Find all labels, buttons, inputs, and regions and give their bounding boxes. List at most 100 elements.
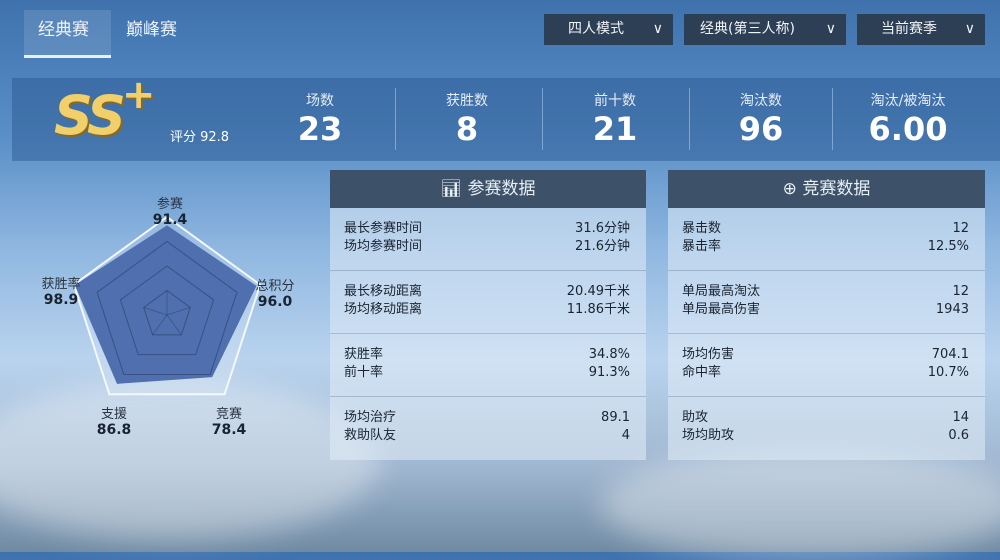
radar-label-support: 支援 86.8 <box>96 407 132 438</box>
tab-classic[interactable]: 经典赛 <box>24 10 111 58</box>
divider <box>542 88 543 150</box>
stat-value: 12 <box>952 284 969 299</box>
perspective-dropdown[interactable]: 经典(第三人称) ∨ <box>684 14 846 45</box>
stat-wins: 获胜数 8 <box>446 93 488 148</box>
stat-row: 获胜率 34.8% <box>344 346 630 364</box>
stat-row: 暴击率 12.5% <box>682 238 969 256</box>
stat-label: 暴击率 <box>682 239 722 254</box>
stat-group: 最长移动距离 20.49千米场均移动距离 11.86千米 <box>330 271 646 334</box>
stat-label: 场均助攻 <box>682 428 735 443</box>
stat-label: 获胜率 <box>344 347 384 362</box>
stat-group: 暴击数 12 暴击率 12.5% <box>668 208 985 271</box>
stat-value: 14 <box>952 410 969 425</box>
stat-value: 21.6分钟 <box>575 239 630 254</box>
radar-value-area <box>74 225 257 384</box>
stat-value: 31.6分钟 <box>575 221 630 236</box>
stat-value: 12 <box>952 221 969 236</box>
stat-label: 单局最高淘汰 <box>682 284 761 299</box>
stat-value: 11.86千米 <box>566 302 630 317</box>
stat-label: 救助队友 <box>344 428 397 443</box>
stat-row: 最长移动距离 20.49千米 <box>344 283 630 301</box>
stat-label: 暴击数 <box>682 221 722 236</box>
radar-grid-ring <box>96 240 238 375</box>
stat-row: 助攻 14 <box>682 409 969 427</box>
stat-value: 20.49千米 <box>566 284 630 299</box>
tab-peak[interactable]: 巅峰赛 <box>112 10 191 58</box>
stat-row: 场均治疗 89.1 <box>344 409 630 427</box>
cloud <box>600 450 1000 560</box>
radar-chart <box>72 215 262 396</box>
chevron-down-icon: ∨ <box>964 21 975 37</box>
dropdown-label: 经典(第三人称) <box>700 21 795 37</box>
radar-axis <box>166 306 191 316</box>
stats-bar: SS+ 评分 92.8 场数 23 获胜数 8 前十数 21 淘汰数 96 淘汰/被淘汰… <box>12 72 1000 161</box>
cloud <box>0 380 380 540</box>
stat-group: 助攻 14 场均助攻 0.6 <box>668 397 985 460</box>
stat-group: 场均治疗 89.1 救助队友 4 <box>330 397 646 460</box>
stat-row: 场均移动距离 11.86千米 <box>344 301 630 319</box>
stat-value: 1943 <box>935 302 969 317</box>
stat-group: 获胜率 34.8% 前十率 91.3% <box>330 334 646 397</box>
dropdown-label: 当前赛季 <box>881 21 937 37</box>
stat-label: 最长参赛时间 <box>344 221 423 236</box>
radar-grid-ring <box>119 265 215 356</box>
stat-group: 最长参赛时间 31.6分钟场均参赛时间 21.6分钟 <box>330 208 646 271</box>
radar-axis <box>143 306 168 316</box>
stat-label: 场均参赛时间 <box>344 239 423 254</box>
stat-label: 场均移动距离 <box>344 302 423 317</box>
stat-value: 12.5% <box>927 239 969 254</box>
stat-value: 10.7% <box>927 365 969 380</box>
rank-badge: SS+ <box>54 72 155 147</box>
stat-row: 场均伤害 704.1 <box>682 346 969 364</box>
stat-value: 89.1 <box>601 410 630 425</box>
stat-kd: 淘汰/被淘汰 6.00 <box>868 93 948 148</box>
stat-value: 704.1 <box>931 347 969 362</box>
stat-row: 场均助攻 0.6 <box>682 427 969 445</box>
radar-label-participation: 参赛 91.4 <box>152 197 188 228</box>
chevron-down-icon: ∨ <box>825 21 836 37</box>
panel-header: 📊︎ 参赛数据 <box>330 170 646 208</box>
season-dropdown[interactable]: 当前赛季 ∨ <box>857 14 985 45</box>
stat-row: 单局最高淘汰 12 <box>682 283 969 301</box>
stat-label: 场均伤害 <box>682 347 735 362</box>
combat-panel: ⊕ 竞赛数据 暴击数 12 暴击率 12.5% 单局最高淘汰 12 单局最高伤害 1943 场均… <box>668 170 985 460</box>
crosshair-icon: ⊕ <box>782 179 797 199</box>
stat-row: 单局最高伤害 1943 <box>682 301 969 319</box>
stat-row: 暴击数 12 <box>682 220 969 238</box>
stat-label: 助攻 <box>682 410 709 425</box>
stat-group: 单局最高淘汰 12 单局最高伤害 1943 <box>668 271 985 334</box>
rating-score: 评分 92.8 <box>170 130 230 145</box>
radar-axis <box>166 314 182 336</box>
tab-label: 经典赛 <box>38 20 89 40</box>
divider <box>395 88 396 150</box>
tab-label: 巅峰赛 <box>126 20 177 40</box>
stat-row: 命中率 10.7% <box>682 364 969 382</box>
stat-row: 场均参赛时间 21.6分钟 <box>344 238 630 256</box>
divider <box>832 88 833 150</box>
stat-value: 34.8% <box>588 347 630 362</box>
radar-axis <box>152 314 168 336</box>
stat-kills: 淘汰数 96 <box>738 93 784 148</box>
stat-label: 单局最高伤害 <box>682 302 761 317</box>
radar-grid-ring <box>143 289 191 336</box>
participation-panel: 📊︎ 参赛数据 最长参赛时间 31.6分钟场均参赛时间 21.6分钟最长移动距离 20… <box>330 170 646 460</box>
stat-label: 最长移动距离 <box>344 284 423 299</box>
stat-group: 场均伤害 704.1 命中率 10.7% <box>668 334 985 397</box>
bar-chart-icon: 📊︎ <box>440 179 463 199</box>
stat-value: 91.3% <box>588 365 630 380</box>
divider <box>689 88 690 150</box>
panel-header: ⊕ 竞赛数据 <box>668 170 985 208</box>
stat-row: 前十率 91.3% <box>344 364 630 382</box>
stat-value: 4 <box>621 428 630 443</box>
stat-matches: 场数 23 <box>297 93 343 148</box>
radar-label-win-rate: 获胜率 98.9 <box>41 277 81 308</box>
stat-value: 0.6 <box>948 428 969 443</box>
stat-label: 命中率 <box>682 365 722 380</box>
chevron-down-icon: ∨ <box>652 21 663 37</box>
stat-label: 前十率 <box>344 365 384 380</box>
radar-label-total-score: 总积分 96.0 <box>255 279 295 310</box>
stat-row: 最长参赛时间 31.6分钟 <box>344 220 630 238</box>
stat-row: 救助队友 4 <box>344 427 630 445</box>
mode-dropdown[interactable]: 四人模式 ∨ <box>544 14 673 45</box>
radar-label-competition: 竞赛 78.4 <box>211 407 247 438</box>
